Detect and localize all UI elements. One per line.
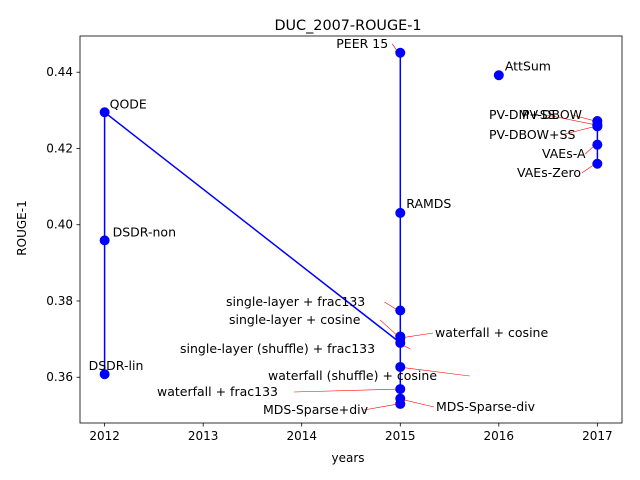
x-tick-label: 2012 xyxy=(89,429,120,443)
point-label: waterfall (shuffle) + cosine xyxy=(268,368,437,383)
point-label: VAEs-Zero xyxy=(517,165,581,180)
data-point xyxy=(395,47,406,58)
point-label: PV-DBOW+SS xyxy=(489,127,575,142)
x-axis-label: years xyxy=(331,451,364,465)
y-tick-label: 0.38 xyxy=(46,294,73,308)
point-label: AttSum xyxy=(505,58,551,73)
data-point xyxy=(395,305,406,316)
point-label: MDS-Sparse+div xyxy=(263,402,369,417)
point-label: RAMDS xyxy=(406,196,451,211)
data-point xyxy=(99,107,110,118)
data-point xyxy=(592,158,603,169)
annotation-arrow xyxy=(572,114,595,121)
data-point xyxy=(99,369,110,380)
point-label: single-layer + frac133 xyxy=(226,294,365,309)
plot-area: 2012 2013 2014 2015 2016 2017 0.36 0.38 0.40 0.42… xyxy=(46,35,623,443)
x-tick-label: 2015 xyxy=(385,429,416,443)
x-tick-label: 2016 xyxy=(484,429,515,443)
point-label: QODE xyxy=(110,96,147,111)
annotation-arrow xyxy=(546,114,596,125)
data-point xyxy=(493,70,504,81)
point-label: VAEs-A xyxy=(542,146,586,161)
annotation-arrow xyxy=(398,367,470,377)
point-label: DSDR-lin xyxy=(89,358,144,373)
data-point xyxy=(592,121,603,132)
chart-title: DUC_2007-ROUGE-1 xyxy=(274,18,421,34)
annotation-arrow xyxy=(293,389,398,393)
y-tick-label: 0.44 xyxy=(46,65,73,79)
data-point xyxy=(395,207,406,218)
x-tick-label: 2013 xyxy=(188,429,219,443)
annotation-arrow xyxy=(379,319,398,336)
point-label: PV-DBOW xyxy=(522,107,582,122)
data-point xyxy=(592,139,603,150)
data-point xyxy=(99,235,110,246)
point-label: DSDR-non xyxy=(113,224,176,239)
y-tick-label: 0.42 xyxy=(46,141,73,155)
point-label: PV-DM+SS xyxy=(489,107,556,122)
annotation-arrow xyxy=(560,126,595,136)
x-tick-label: 2014 xyxy=(286,429,317,443)
data-point xyxy=(395,361,406,372)
point-label: single-layer (shuffle) + frac133 xyxy=(180,341,375,356)
point-label: single-layer + cosine xyxy=(229,312,361,327)
y-axis-label: ROUGE-1 xyxy=(15,200,29,255)
data-point xyxy=(395,384,406,395)
x-tick-label: 2017 xyxy=(582,429,613,443)
y-tick-label: 0.40 xyxy=(46,218,73,232)
point-label: waterfall + frac133 xyxy=(157,384,278,399)
annotation-arrow xyxy=(363,404,398,411)
point-label: MDS-Sparse-div xyxy=(436,399,536,414)
y-tick-label: 0.36 xyxy=(46,370,73,384)
data-point xyxy=(395,398,406,409)
point-label: waterfall + cosine xyxy=(435,325,548,340)
plot-frame xyxy=(79,35,623,424)
data-point xyxy=(395,337,406,348)
point-label: PEER 15 xyxy=(336,36,388,51)
